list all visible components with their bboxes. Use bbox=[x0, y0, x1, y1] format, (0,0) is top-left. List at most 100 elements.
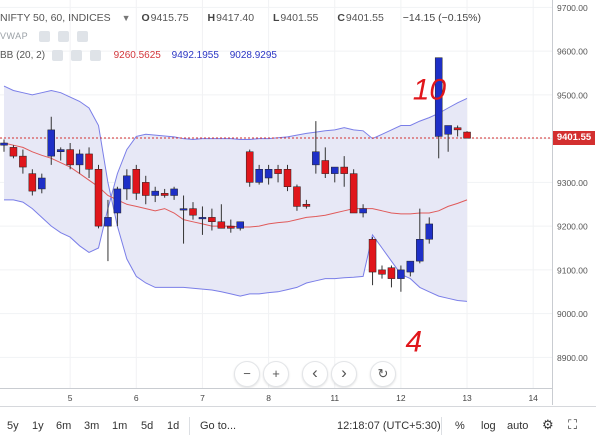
candle-down bbox=[245, 151, 254, 183]
time-axis[interactable]: 5 6 7 8 11 12 13 14 bbox=[0, 388, 552, 406]
candle-down bbox=[94, 169, 103, 227]
symbol-title: NIFTY 50, 60, INDICES bbox=[0, 12, 111, 24]
time-tick-label: 13 bbox=[462, 393, 472, 403]
annotation-peak-note: 10 bbox=[413, 74, 447, 107]
close-icon[interactable] bbox=[76, 31, 88, 43]
timeframe-6m[interactable]: 6m bbox=[56, 420, 72, 432]
candle-down bbox=[189, 208, 197, 216]
chart-area[interactable]: 10 4 NIFTY 50, 60, INDICES ▼ O9415.75 H94… bbox=[0, 0, 552, 388]
timeframe-3m[interactable]: 3m bbox=[84, 420, 100, 432]
candle-down bbox=[208, 217, 216, 222]
settings-icon[interactable] bbox=[57, 31, 69, 43]
percent-toggle[interactable]: % bbox=[455, 420, 465, 432]
scroll-left-button[interactable]: ‹ bbox=[302, 361, 328, 387]
timeframe-1y[interactable]: 1y bbox=[32, 420, 44, 432]
price-tick-label: 9000.00 bbox=[557, 309, 588, 319]
last-price-tag: 9401.55 bbox=[553, 130, 595, 145]
timeframe-5d[interactable]: 5d bbox=[141, 420, 154, 432]
candle-up bbox=[47, 129, 55, 157]
candle-up bbox=[434, 57, 443, 137]
toolbar-divider bbox=[189, 417, 190, 435]
price-tick-label: 9100.00 bbox=[557, 265, 588, 275]
bollinger-basis-line bbox=[3, 142, 468, 228]
price-tick-label: 9200.00 bbox=[557, 222, 588, 232]
candle-down bbox=[378, 269, 386, 275]
timeframe-1d[interactable]: 1d bbox=[167, 420, 180, 432]
time-tick-label: 11 bbox=[330, 393, 339, 403]
candle-up bbox=[123, 175, 131, 190]
candle-down bbox=[9, 147, 18, 157]
candle-down bbox=[293, 186, 301, 207]
timeframe-1m[interactable]: 1m bbox=[112, 420, 128, 432]
bottom-toolbar: 5y 1y 6m 3m 1m 5d 1d Go to... 12:18:07 (… bbox=[0, 406, 596, 444]
candle-up bbox=[397, 269, 405, 279]
candle-up bbox=[359, 208, 367, 214]
zoom-out-button[interactable]: − bbox=[234, 361, 260, 387]
ohlc-low: L9401.55 bbox=[273, 12, 319, 24]
close-icon[interactable] bbox=[89, 50, 101, 61]
gear-icon[interactable]: ⚙ bbox=[542, 417, 554, 432]
candle-up bbox=[264, 169, 273, 179]
candle-up bbox=[113, 188, 122, 214]
price-tick-label: 9700.00 bbox=[557, 3, 588, 13]
ohlc-close: C9401.55 bbox=[337, 12, 384, 24]
candle-up bbox=[406, 260, 415, 273]
eye-icon[interactable] bbox=[38, 31, 50, 43]
price-tick-label: 9300.00 bbox=[557, 178, 588, 188]
bollinger-upper-band bbox=[3, 85, 468, 302]
candle-up bbox=[236, 221, 244, 229]
settings-icon[interactable] bbox=[70, 50, 82, 61]
scroll-right-button[interactable]: › bbox=[331, 361, 357, 387]
candle-up bbox=[425, 223, 433, 240]
ohlc-high: H9417.40 bbox=[207, 12, 255, 24]
candle-up bbox=[179, 208, 188, 211]
bollinger-band-fill bbox=[4, 86, 467, 302]
candle-up bbox=[312, 151, 320, 166]
candle-up bbox=[0, 142, 8, 146]
price-tick-label: 8900.00 bbox=[557, 353, 588, 363]
candle-up bbox=[416, 239, 424, 262]
time-axis-svg: 5 6 7 8 11 12 13 14 bbox=[68, 393, 538, 403]
price-tick-label: 9600.00 bbox=[557, 47, 588, 57]
time-tick-label: 6 bbox=[134, 393, 139, 403]
candle-up bbox=[104, 217, 112, 227]
goto-button[interactable]: Go to... bbox=[200, 420, 237, 432]
time-tick-label: 8 bbox=[266, 393, 271, 403]
candle-down bbox=[368, 239, 377, 273]
zoom-in-button[interactable]: + bbox=[263, 361, 289, 387]
price-axis[interactable]: 8900.009000.009100.009200.009300.009400.… bbox=[552, 0, 596, 405]
candle-down bbox=[283, 169, 292, 187]
candle-up bbox=[75, 153, 84, 166]
ohlc-open: O9415.75 bbox=[141, 12, 189, 24]
fullscreen-icon[interactable]: ⛶ bbox=[568, 417, 578, 432]
candle-down bbox=[160, 193, 169, 196]
bb-label: BB (20, 2) bbox=[0, 50, 46, 62]
candle-down bbox=[453, 127, 462, 131]
time-tick-label: 7 bbox=[200, 393, 205, 403]
candle-down bbox=[349, 173, 358, 214]
bollinger-lower-band bbox=[4, 97, 468, 253]
annotation-trough-note: 4 bbox=[405, 325, 422, 358]
bb-legend: BB (20, 2) 9260.5625 9492.1955 9028.9295 bbox=[0, 50, 285, 61]
candle-down bbox=[28, 173, 37, 192]
auto-toggle[interactable]: auto bbox=[507, 420, 529, 432]
price-plot[interactable]: 10 4 bbox=[0, 0, 552, 388]
vwap-legend[interactable]: VWAP bbox=[0, 31, 96, 43]
candle-up bbox=[255, 169, 263, 183]
price-axis-svg: 8900.009000.009100.009200.009300.009400.… bbox=[557, 3, 588, 363]
reset-chart-button[interactable]: ↻ bbox=[370, 361, 396, 387]
timeframe-5y[interactable]: 5y bbox=[7, 420, 19, 432]
candle-down bbox=[19, 155, 27, 168]
eye-icon[interactable] bbox=[51, 50, 63, 61]
candle-up bbox=[198, 217, 207, 220]
chevron-down-icon[interactable]: ▼ bbox=[121, 13, 131, 23]
candle-down bbox=[85, 153, 93, 170]
clock-readout: 12:18:07 (UTC+5:30) bbox=[337, 420, 441, 432]
candle-up bbox=[38, 177, 46, 190]
change-value: −14.15 (−0.15%) bbox=[402, 12, 482, 24]
symbol-legend: NIFTY 50, 60, INDICES ▼ O9415.75 H9417.4… bbox=[0, 12, 489, 24]
candle-down bbox=[132, 169, 141, 194]
bb-lower-value: 9028.9295 bbox=[229, 50, 277, 62]
candle-up bbox=[170, 188, 178, 196]
log-toggle[interactable]: log bbox=[481, 420, 496, 432]
